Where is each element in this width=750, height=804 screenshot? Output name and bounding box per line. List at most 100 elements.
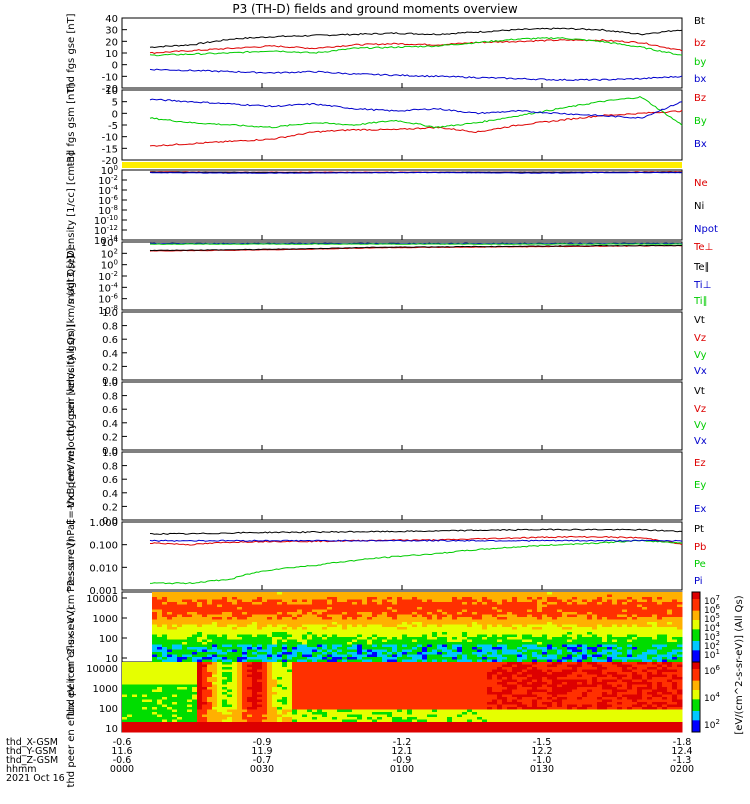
electron-spectrogram-cell	[127, 730, 133, 733]
electron-spectrogram-cell	[122, 730, 128, 733]
y-tick-label: -15	[102, 144, 118, 155]
legend-label-Ex: Ex	[694, 504, 706, 515]
plot-title: P3 (TH-D) fields and ground moments over…	[0, 2, 750, 16]
legend-label-Ez: Ez	[694, 458, 706, 469]
electron-spectrogram-cell	[422, 730, 428, 733]
y-axis-label: E=-VxB [mV/m]	[66, 447, 77, 525]
electron-spectrogram-cell	[152, 730, 158, 733]
electron-spectrogram-cell	[387, 730, 393, 733]
series-line-bx	[150, 69, 682, 80]
electron-spectrogram-cell	[222, 730, 228, 733]
electron-spectrogram-cell	[397, 730, 403, 733]
series-line-Ti∥	[150, 244, 682, 245]
electron-spectrogram-cell	[407, 730, 413, 733]
electron-spectrogram-cell	[367, 730, 373, 733]
electron-spectrogram-cell	[432, 730, 438, 733]
electron-spectrogram-cell	[187, 730, 193, 733]
electron-spectrogram-cell	[392, 730, 398, 733]
y-tick-label: 0.4	[102, 489, 118, 500]
electron-spectrogram-cell	[427, 730, 433, 733]
electron-spectrogram-cell	[292, 730, 298, 733]
legend-label-Vy: Vy	[694, 350, 707, 361]
legend-label-Vz: Vz	[694, 404, 706, 415]
legend-label-Te∥: Te∥	[693, 262, 710, 273]
y-tick-label: 1.0	[102, 378, 118, 389]
y-tick-label: -10	[102, 133, 118, 144]
y-tick-label: 10000	[86, 594, 118, 605]
electron-spectrogram-cell	[207, 730, 213, 733]
electron-spectrogram-cell	[192, 730, 198, 733]
y-tick-label: 0.8	[102, 462, 118, 473]
electron-spectrogram-cell	[302, 730, 308, 733]
electron-spectrogram-cell	[242, 730, 248, 733]
electron-spectrogram-cell	[287, 730, 293, 733]
electron-spectrogram-cell	[217, 730, 223, 733]
legend-label-Vz: Vz	[694, 333, 706, 344]
y-tick-label: 1.0	[102, 308, 118, 319]
y-tick-label: 0.2	[102, 432, 118, 443]
legend-label-Vy: Vy	[694, 420, 707, 431]
y-tick-label: 30	[105, 26, 118, 37]
legend-label-Vt: Vt	[694, 315, 705, 326]
electron-spectrogram-cell	[402, 730, 408, 733]
electron-spectrogram-cell	[132, 730, 138, 733]
electron-spectrogram-cell	[352, 730, 358, 733]
electron-spectrogram-cell	[337, 730, 343, 733]
y-tick-label: 0.100	[89, 541, 118, 552]
legend-label-Ti∥: Ti∥	[693, 296, 708, 307]
y-tick-label: 10	[105, 724, 118, 735]
y-tick-label: 0.8	[102, 392, 118, 403]
y-tick-label: 0.8	[102, 322, 118, 333]
legend-label-Pi: Pi	[694, 576, 703, 587]
y-tick-label: 0.6	[102, 475, 118, 486]
y-tick-label: 1.000	[89, 518, 118, 529]
series-line-By	[150, 97, 682, 128]
electron-spectrogram-cell	[267, 730, 273, 733]
y-tick-label: 0.2	[102, 502, 118, 513]
electron-spectrogram-cell	[147, 730, 153, 733]
electron-spectrogram-cell	[277, 730, 283, 733]
y-axis-label: thd peer en eflux eV (cm^2-s-sr-eV)	[66, 606, 77, 787]
panel-frame-7	[122, 452, 682, 520]
legend-label-Ne: Ne	[694, 178, 708, 189]
electron-spectrogram-cell	[347, 730, 353, 733]
y-tick-label: 0.010	[89, 563, 118, 574]
electron-spectrogram-cell	[312, 730, 318, 733]
y-tick-label: 20	[105, 37, 118, 48]
electron-spectrogram-cell	[177, 730, 183, 733]
y-tick-label: 100	[99, 704, 118, 715]
electron-spectrogram-cell	[262, 730, 268, 733]
electron-spectrogram-cell	[212, 730, 218, 733]
y-tick-label: 0	[112, 109, 118, 120]
electron-spectrogram-cell	[247, 730, 253, 733]
electron-spectrogram-cell	[357, 730, 363, 733]
y-tick-label: 5	[112, 98, 118, 109]
electron-spectrogram-cell	[202, 730, 208, 733]
legend-label-Bx: Bx	[694, 139, 707, 150]
electron-spectrogram-cell	[417, 730, 423, 733]
status-bar	[122, 162, 682, 168]
legend-label-Ni: Ni	[694, 201, 704, 212]
legend-label-Ey: Ey	[694, 480, 706, 491]
electron-spectrogram-cell	[167, 730, 173, 733]
legend-label-Pb: Pb	[694, 542, 706, 553]
legend-label-Pt: Pt	[694, 524, 704, 535]
electron-spectrogram-cell	[377, 730, 383, 733]
electron-spectrogram-cell	[172, 730, 178, 733]
legend-label-bz: bz	[694, 38, 706, 49]
y-axis-label: Density [1/cc] [cm-3]	[66, 152, 77, 258]
electron-spectrogram-cell	[322, 730, 328, 733]
legend-label-Pe: Pe	[694, 559, 706, 570]
legend-label-Te⊥: Te⊥	[693, 242, 713, 253]
legend-label-Npot: Npot	[694, 224, 718, 235]
electron-spectrogram-cell	[362, 730, 368, 733]
y-tick-label: 10	[105, 49, 118, 60]
electron-spectrogram-cell	[307, 730, 313, 733]
legend-label-bx: bx	[694, 74, 706, 85]
electron-spectrogram-cell	[162, 730, 168, 733]
electron-spectrogram-cell	[272, 730, 278, 733]
panel-frame-3	[122, 170, 682, 240]
series-line-Pe	[150, 540, 682, 584]
